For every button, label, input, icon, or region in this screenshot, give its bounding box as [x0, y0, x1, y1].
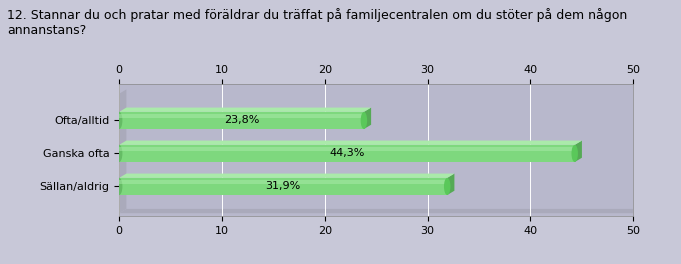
Polygon shape	[119, 108, 371, 112]
Ellipse shape	[116, 178, 123, 195]
Bar	[119, 178, 447, 195]
Ellipse shape	[116, 112, 123, 129]
Bar	[119, 180, 447, 184]
Bar	[119, 112, 364, 129]
Polygon shape	[364, 108, 371, 129]
Bar	[119, 114, 364, 118]
Polygon shape	[119, 209, 641, 213]
Text: 44,3%: 44,3%	[329, 148, 364, 158]
Ellipse shape	[116, 145, 123, 162]
Polygon shape	[447, 174, 454, 195]
Ellipse shape	[444, 178, 450, 195]
Polygon shape	[575, 140, 582, 162]
Text: 12. Stannar du och pratar med föräldrar du träffat på familjecentralen om du stö: 12. Stannar du och pratar med föräldrar …	[7, 8, 627, 37]
Text: 31,9%: 31,9%	[266, 181, 301, 191]
Ellipse shape	[361, 112, 367, 129]
Bar	[119, 145, 575, 162]
Ellipse shape	[571, 145, 578, 162]
Polygon shape	[119, 89, 127, 213]
Text: 23,8%: 23,8%	[224, 115, 259, 125]
Bar	[119, 147, 575, 151]
Polygon shape	[119, 174, 454, 178]
Polygon shape	[119, 140, 582, 145]
